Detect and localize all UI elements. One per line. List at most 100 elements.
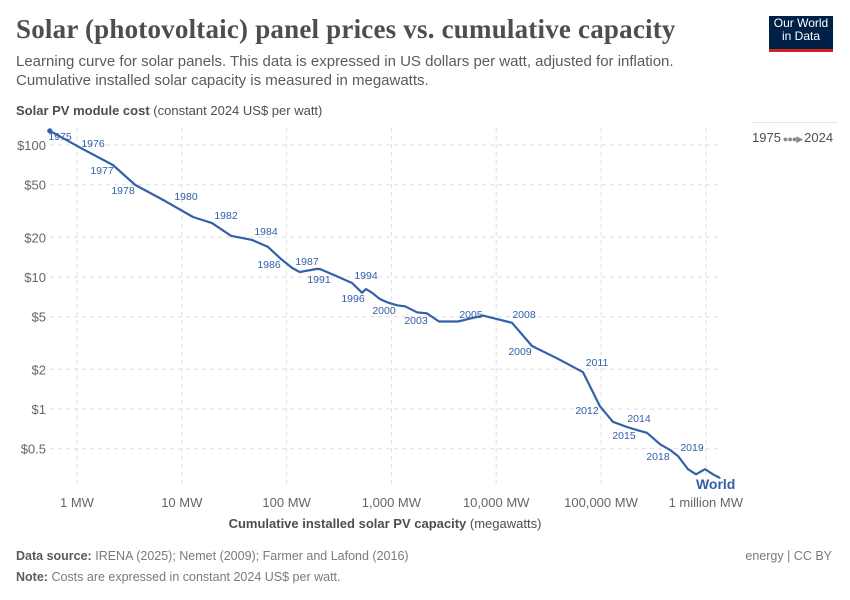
data-point-2024: [719, 477, 721, 479]
legend-divider: [752, 122, 838, 123]
data-point-1977: [112, 164, 114, 166]
source-text[interactable]: IRENA (2025); Nemet (2009); Farmer and L…: [95, 549, 409, 563]
point-label-2009: 2009: [508, 346, 532, 358]
data-point-2023: [712, 473, 714, 475]
logo-line-1: Our World: [773, 16, 829, 30]
data-point-2002: [426, 312, 428, 314]
x-axis-label-unit: (megawatts): [469, 516, 542, 531]
data-point-2016: [646, 432, 648, 434]
data-point-2022: [704, 468, 706, 470]
chart-note: Note: Costs are expressed in constant 20…: [16, 570, 340, 584]
y-axis-label-bold: Solar PV module cost: [16, 103, 150, 118]
data-point-1998: [387, 301, 389, 304]
data-source: Data source: IRENA (2025); Nemet (2009);…: [16, 549, 409, 563]
y-tick-label: $100: [17, 138, 46, 153]
point-label-1982: 1982: [214, 210, 238, 222]
data-point-1975: [47, 128, 53, 134]
note-text: Costs are expressed in constant 2024 US$…: [51, 570, 341, 584]
source-label: Data source:: [16, 549, 92, 563]
data-point-2010: [557, 358, 559, 360]
point-label-1994: 1994: [354, 270, 378, 282]
data-point-2004: [457, 320, 459, 323]
timeline-start: 1975: [752, 130, 781, 145]
timeline-end: 2024: [804, 130, 834, 145]
data-point-1980: [192, 216, 194, 218]
point-labels: 1975 1976 1977 1978 1980 1982 1984 1986 1987 1991…: [48, 131, 735, 492]
chart-subtitle: Learning curve for solar panels. This da…: [16, 53, 674, 89]
data-point-1981: [211, 222, 213, 224]
data-point-1994: [361, 292, 363, 294]
point-label-1980: 1980: [174, 191, 198, 203]
data-point-2017: [659, 443, 661, 445]
point-label-2005: 2005: [459, 309, 483, 321]
data-point-2003: [438, 320, 440, 323]
data-point-2006: [482, 315, 484, 317]
data-point-2015: [637, 429, 639, 431]
y-tick-label: $10: [24, 270, 46, 285]
data-point-1999: [396, 304, 398, 306]
y-tick-label: $5: [32, 310, 46, 325]
x-tick-label: 1 million MW: [669, 495, 744, 510]
x-axis-ticks: 1 MW 10 MW 100 MW 1,000 MW 10,000 MW 100,000 …: [60, 495, 744, 510]
x-axis-label: Cumulative installed solar PV capacity (…: [0, 516, 770, 531]
data-point-1991: [319, 268, 321, 270]
data-point-2009: [531, 345, 533, 347]
owid-logo[interactable]: Our World in Data: [769, 16, 833, 52]
data-point-2019: [677, 455, 679, 457]
y-tick-label: $0.5: [21, 442, 46, 457]
point-label-1987: 1987: [295, 256, 319, 268]
point-label-2018: 2018: [646, 451, 670, 463]
point-label-2011: 2011: [586, 357, 609, 369]
data-point-1987: [299, 271, 301, 273]
data-point-1985: [279, 257, 281, 259]
data-point-2000: [404, 305, 406, 307]
point-label-1977: 1977: [90, 165, 114, 177]
timeline-legend[interactable]: 1975 ●●●▶ 2024: [752, 130, 833, 145]
point-label-1975: 1975: [48, 131, 72, 143]
point-label-2008: 2008: [512, 309, 536, 321]
data-point-2020: [687, 468, 689, 470]
point-label-2015: 2015: [612, 430, 636, 442]
data-point-1976: [82, 148, 84, 150]
license[interactable]: energy | CC BY: [745, 549, 832, 563]
data-point-2018: [669, 449, 671, 451]
series-label-world: World: [696, 476, 735, 492]
point-label-2012: 2012: [575, 405, 599, 417]
data-point-1990: [315, 268, 317, 270]
data-point-1984: [267, 246, 269, 248]
y-tick-label: $2: [32, 362, 46, 377]
x-tick-label: 10 MW: [161, 495, 203, 510]
point-label-2014: 2014: [627, 413, 651, 425]
note-label: Note:: [16, 570, 48, 584]
chart-title: Solar (photovoltaic) panel prices vs. cu…: [16, 14, 676, 44]
data-point-2021: [695, 473, 697, 475]
data-point-1979: [164, 200, 166, 202]
data-point-1993: [351, 282, 353, 284]
data-point-1978: [134, 184, 136, 186]
data-point-2001: [416, 311, 418, 313]
data-point-1988: [304, 270, 306, 272]
y-tick-label: $1: [32, 402, 46, 417]
data-point-2011: [582, 371, 584, 373]
x-tick-label: 100 MW: [262, 495, 311, 510]
point-label-2019: 2019: [680, 442, 704, 454]
y-axis-ticks: $100 $50 $20 $10 $5 $2 $1 $0.5: [17, 138, 46, 457]
point-label-2000: 2000: [372, 305, 396, 317]
y-axis-label-unit: (constant 2024 US$ per watt): [153, 103, 323, 118]
point-label-1986: 1986: [257, 259, 281, 271]
logo-line-2: in Data: [781, 29, 821, 43]
data-point-2012: [599, 405, 601, 407]
data-point-1986: [291, 267, 293, 269]
data-point-2013: [612, 421, 614, 423]
gridlines: [50, 127, 722, 485]
point-label-1996: 1996: [341, 293, 365, 305]
data-point-1992: [335, 275, 337, 277]
data-point-2008: [511, 322, 513, 324]
series-line-world: [49, 129, 721, 479]
x-tick-label: 1,000 MW: [362, 495, 422, 510]
x-tick-label: 1 MW: [60, 495, 95, 510]
point-label-2003: 2003: [404, 315, 428, 327]
timeline-arrow-icon: ●●●▶: [782, 134, 803, 144]
data-point-1989: [310, 269, 312, 271]
